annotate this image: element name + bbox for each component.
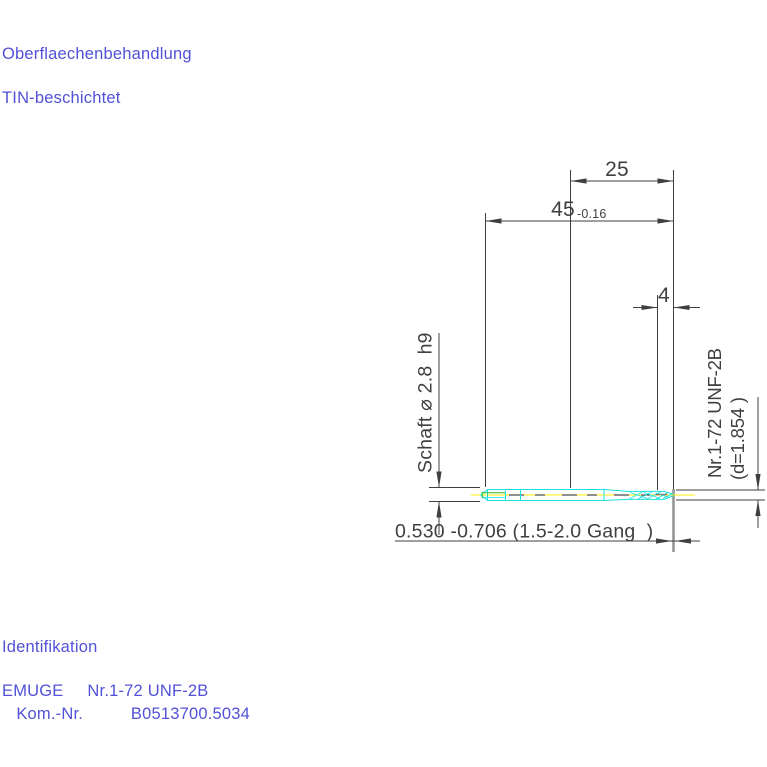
shank-arrow-down <box>436 471 442 488</box>
dim-45: 45 -0.16 <box>485 198 674 224</box>
surface-treatment-value: TIN-beschichtet <box>2 89 121 107</box>
thread-hatch-line <box>628 491 644 500</box>
dim-25: 25 <box>570 158 674 184</box>
dim-4: 4 <box>633 284 700 310</box>
taper-top <box>603 489 628 492</box>
thread-lead-top <box>663 490 674 495</box>
dim-25-arrow-right <box>657 178 674 184</box>
chamfer-note: 0.530 -0.706 (1.5-2.0 Gang ) <box>395 521 653 543</box>
dim-25-value: 25 <box>605 158 629 181</box>
thread-hatch-line <box>662 493 673 499</box>
dim-shank-diameter: Schaft ⌀ 2.8 h9 <box>415 332 480 535</box>
identification-commission: Kom.-Nr. B0513700.5034 <box>2 705 251 723</box>
tool-outline <box>471 489 695 501</box>
dim-4-arrow-left <box>641 305 658 310</box>
thread-hatch-line <box>629 492 649 500</box>
taper-bottom <box>603 498 628 501</box>
dim-45-tolerance: -0.16 <box>577 207 607 221</box>
shank-arrow-up <box>436 501 442 518</box>
chamfer-arrow-left <box>656 538 672 544</box>
identification-article: EMUGE Nr.1-72 UNF-2B <box>2 682 209 700</box>
thread-label: Nr.1-72 UNF-2B <box>704 348 725 478</box>
shank-label: Schaft ⌀ 2.8 h9 <box>415 332 437 473</box>
chamfer-arrow-right <box>675 538 691 544</box>
dim-thread-diameter: Nr.1-72 UNF-2B (d=1.854 ) <box>676 348 765 528</box>
dim-chamfer: 0.530 -0.706 (1.5-2.0 Gang ) <box>395 521 700 544</box>
dim-45-value: 45 <box>551 198 575 221</box>
thread-hatch-line <box>646 491 662 500</box>
thread-dia-label: (d=1.854 ) <box>727 397 748 480</box>
dim-4-arrow-right <box>673 305 690 310</box>
thread-hatch <box>628 491 673 500</box>
dim-45-arrow-left <box>485 218 502 224</box>
dim-45-arrow-right <box>657 218 674 224</box>
dim-25-arrow-left <box>570 178 587 184</box>
surface-treatment-heading: Oberflaechenbehandlung <box>2 45 192 63</box>
thread-hatch-line <box>655 492 670 498</box>
thread-hatch-line <box>643 492 661 499</box>
thread-arrow-up <box>755 500 761 516</box>
dim-4-value: 4 <box>658 284 670 307</box>
thread-hatch-line <box>637 491 653 500</box>
thread-arrow-down <box>755 474 761 490</box>
identification-heading: Identifikation <box>2 638 98 656</box>
